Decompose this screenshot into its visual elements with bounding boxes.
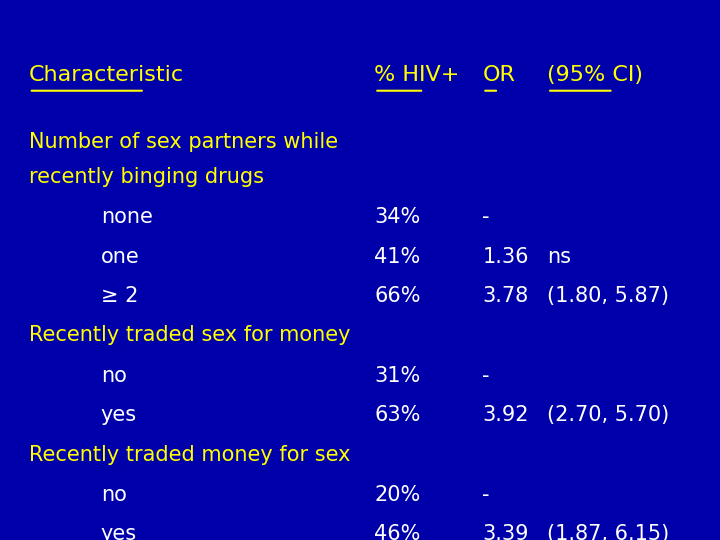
Text: (1.87, 6.15): (1.87, 6.15) — [547, 524, 670, 540]
Text: no: no — [101, 485, 127, 505]
Text: -: - — [482, 366, 490, 386]
Text: 3.92: 3.92 — [482, 405, 529, 425]
Text: 1.36: 1.36 — [482, 247, 529, 267]
Text: 63%: 63% — [374, 405, 420, 425]
Text: Number of sex partners while: Number of sex partners while — [29, 132, 338, 152]
Text: % HIV+: % HIV+ — [374, 65, 460, 85]
Text: 3.39: 3.39 — [482, 524, 529, 540]
Text: (1.80, 5.87): (1.80, 5.87) — [547, 286, 669, 306]
Text: yes: yes — [101, 524, 137, 540]
Text: one: one — [101, 247, 140, 267]
Text: ≥ 2: ≥ 2 — [101, 286, 138, 306]
Text: -: - — [482, 207, 490, 227]
Text: 20%: 20% — [374, 485, 420, 505]
Text: 31%: 31% — [374, 366, 420, 386]
Text: no: no — [101, 366, 127, 386]
Text: (2.70, 5.70): (2.70, 5.70) — [547, 405, 670, 425]
Text: (95% CI): (95% CI) — [547, 65, 643, 85]
Text: -: - — [482, 485, 490, 505]
Text: OR: OR — [482, 65, 516, 85]
Text: 41%: 41% — [374, 247, 420, 267]
Text: none: none — [101, 207, 153, 227]
Text: recently binging drugs: recently binging drugs — [29, 167, 264, 187]
Text: Characteristic: Characteristic — [29, 65, 184, 85]
Text: yes: yes — [101, 405, 137, 425]
Text: 66%: 66% — [374, 286, 421, 306]
Text: 3.78: 3.78 — [482, 286, 528, 306]
Text: Recently traded money for sex: Recently traded money for sex — [29, 444, 351, 464]
Text: 46%: 46% — [374, 524, 420, 540]
Text: ns: ns — [547, 247, 571, 267]
Text: 34%: 34% — [374, 207, 420, 227]
Text: Recently traded sex for money: Recently traded sex for money — [29, 326, 351, 346]
